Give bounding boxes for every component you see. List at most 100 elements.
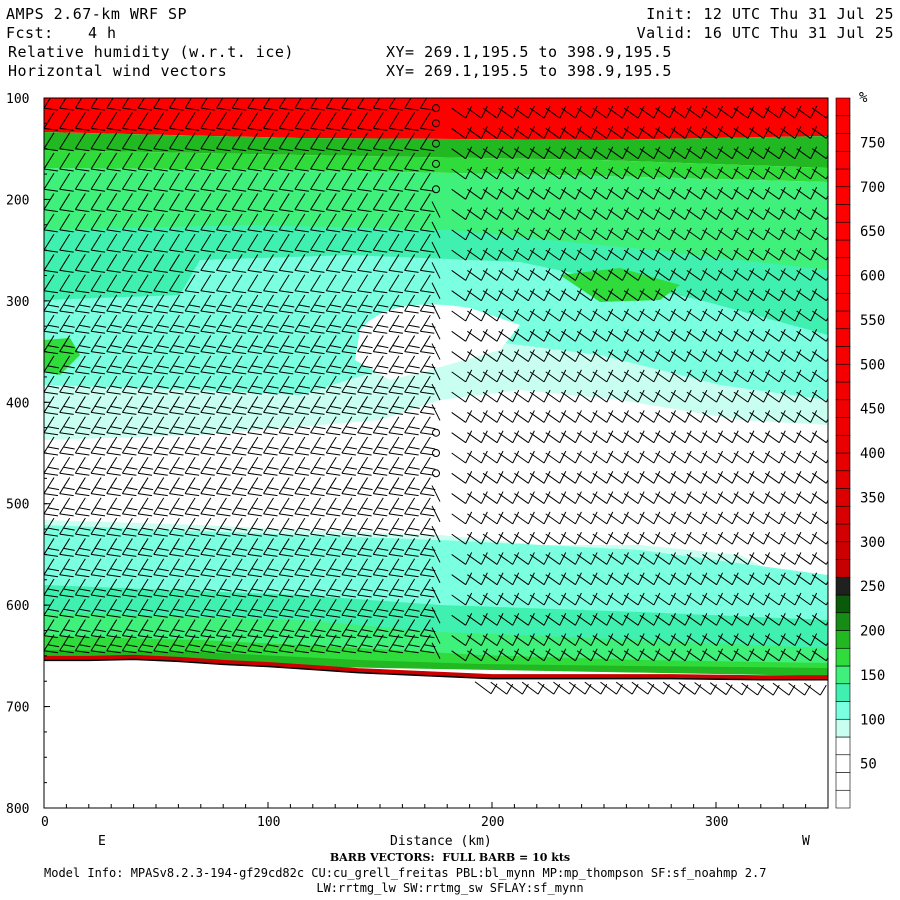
barb-staff (184, 497, 196, 515)
barb-flag (420, 614, 435, 618)
barb-staff (498, 209, 514, 220)
barb-flag (373, 168, 388, 172)
wind-barb (733, 207, 755, 220)
barb-staff (796, 249, 811, 261)
barb-flag (574, 531, 582, 545)
barb-flag (189, 547, 201, 551)
barb-staff (200, 578, 212, 596)
barb-staff (670, 412, 686, 423)
barb-flag (590, 531, 598, 545)
wind-barb (576, 613, 598, 626)
wind-barb (59, 375, 75, 395)
barb-flag (716, 552, 724, 565)
wind-barb (482, 592, 504, 606)
barb-staff (121, 152, 133, 170)
barb-flag (110, 527, 122, 531)
barb-flag (185, 330, 200, 334)
barb-flag (527, 187, 535, 200)
wind-barb (169, 274, 184, 294)
barb-staff (404, 558, 416, 575)
wind-barb (44, 457, 60, 476)
barb-staff (310, 112, 321, 129)
barb-flag (794, 648, 802, 662)
wind-barb (749, 648, 771, 662)
barb-flag (825, 113, 828, 119)
barb-flag (388, 614, 404, 618)
wind-barb (216, 599, 232, 618)
barb-flag (204, 547, 216, 551)
barb-staff (561, 168, 576, 180)
calm-circle (432, 159, 440, 168)
barb-flag (361, 405, 373, 409)
wind-barb (153, 112, 168, 131)
barb-staff (310, 193, 321, 210)
wind-barb (592, 126, 614, 139)
barb-flag (314, 345, 326, 349)
wind-barb (639, 511, 661, 525)
wind-barb (137, 315, 154, 334)
wind-barb (310, 112, 325, 131)
barb-staff (655, 188, 670, 200)
barb-staff (812, 452, 827, 464)
barb-flag (778, 572, 786, 585)
wind-barb (764, 247, 786, 261)
barb-staff (404, 538, 416, 555)
barb-staff (404, 193, 416, 210)
barb-staff (670, 533, 686, 545)
barb-flag (606, 613, 614, 626)
barb-flag (373, 269, 388, 273)
wind-barb (74, 416, 91, 436)
wind-barb (812, 249, 828, 261)
barb-flag (747, 187, 755, 200)
wind-barb (576, 450, 598, 464)
barb-flag (392, 466, 405, 470)
barb-flag (216, 614, 231, 618)
barb-flag (279, 209, 294, 213)
barb-flag (326, 107, 341, 111)
barb-flag (574, 572, 582, 585)
barb-staff (294, 294, 306, 312)
barb-flag (345, 426, 358, 430)
wind-barb (216, 98, 231, 111)
barb-staff (44, 457, 55, 474)
barb-flag (138, 351, 153, 355)
barb-staff (576, 513, 592, 525)
barb-staff (780, 351, 796, 362)
barb-flag (232, 635, 247, 639)
barb-staff (545, 574, 561, 586)
barb-flag (373, 594, 388, 598)
barb-flag (141, 547, 154, 551)
barb-flag (825, 357, 828, 362)
wind-barb (623, 572, 645, 586)
barb-staff (184, 254, 196, 271)
barb-staff (44, 517, 55, 535)
barb-staff (561, 513, 576, 525)
barb-staff (137, 233, 149, 251)
barb-flag (169, 107, 184, 111)
barb-staff (498, 533, 514, 545)
barb-flag (669, 146, 676, 159)
barb-staff (153, 254, 165, 271)
barb-flag (496, 288, 504, 301)
barb-staff (467, 330, 482, 342)
barb-flag (669, 207, 676, 220)
wind-barb (702, 349, 724, 362)
barb-flag (314, 588, 326, 592)
wind-barb (467, 349, 488, 362)
barb-flag (606, 166, 614, 180)
wind-barb (341, 477, 358, 497)
barb-staff (231, 274, 243, 291)
barb-flag (700, 633, 708, 646)
calm-circle (432, 119, 440, 128)
barb-flag (341, 351, 356, 355)
wind-barb (59, 355, 75, 375)
barb-flag (169, 594, 184, 598)
barb-flag (247, 351, 262, 355)
barb-flag (465, 349, 473, 362)
wind-barb (431, 343, 441, 360)
barb-staff (137, 436, 149, 454)
barb-flag (574, 349, 582, 362)
barb-staff (576, 330, 592, 342)
barb-staff (545, 650, 561, 662)
wind-barb (702, 389, 724, 403)
